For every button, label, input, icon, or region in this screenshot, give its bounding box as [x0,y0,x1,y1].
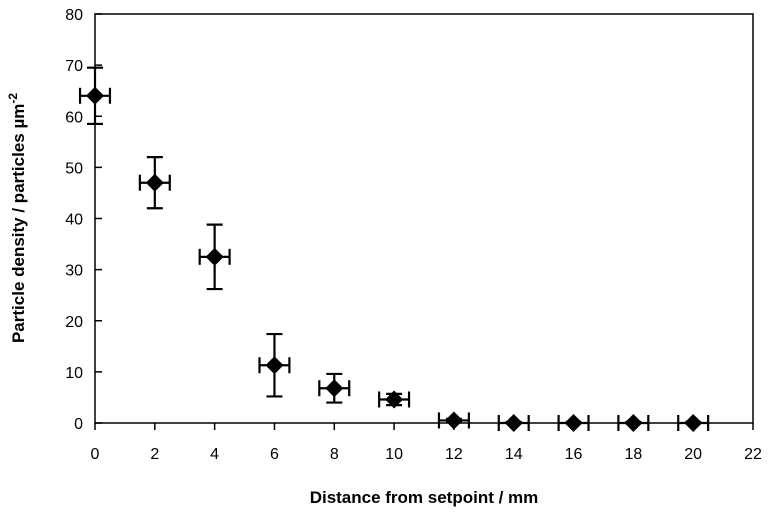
diamond-marker [385,390,404,409]
y-tick-label: 80 [65,7,83,24]
y-tick-label: 20 [65,314,83,331]
diamond-marker [265,356,284,375]
x-tick-label: 2 [150,446,159,463]
data-point [318,372,351,404]
data-point [437,411,470,430]
data-point [497,414,530,432]
plot-area [94,13,754,424]
diamond-marker [564,414,583,432]
x-axis-title: Distance from setpoint / mm [310,488,539,507]
y-tick-label: 0 [74,416,83,433]
x-tick-label: 0 [91,446,100,463]
y-axis: 0 10 20 30 40 50 60 70 80 [65,7,102,433]
x-tick-label: 22 [744,446,762,463]
data-point [617,414,650,432]
data-point [78,66,112,126]
diamond-marker [684,414,703,432]
data-point [557,414,590,432]
diamond-marker [624,414,643,432]
y-axis-title-main: Particle density / particles µm [9,104,28,343]
diamond-marker [504,414,523,432]
y-tick-label: 60 [65,109,83,126]
diamond-marker [86,86,104,105]
diamond-marker [444,411,463,430]
y-tick-label: 50 [65,160,83,177]
x-tick-label: 12 [445,446,463,463]
data-point [677,414,710,432]
x-tick-label: 6 [270,446,279,463]
data-points [78,66,710,432]
x-tick-label: 8 [330,446,339,463]
y-tick-label: 30 [65,263,83,280]
y-tick-label: 70 [65,58,83,75]
y-axis-title-exponent: -2 [6,93,20,104]
diamond-marker [205,247,224,266]
x-tick-label: 4 [210,446,219,463]
x-tick-label: 18 [624,446,642,463]
diamond-marker [145,173,164,192]
data-point [198,223,231,291]
x-tick-label: 10 [385,446,403,463]
x-tick-label: 14 [505,446,523,463]
y-tick-label: 40 [65,212,83,229]
x-tick-label: 20 [684,446,702,463]
x-tick-label: 16 [565,446,583,463]
data-point [378,390,411,409]
y-tick-label: 10 [65,365,83,382]
diamond-marker [325,379,344,398]
data-point [138,156,171,210]
data-point [258,332,291,398]
x-axis: 0 2 4 6 8 10 12 14 16 18 20 22 [91,423,762,463]
y-axis-title: Particle density / particles µm-2 [6,93,28,343]
